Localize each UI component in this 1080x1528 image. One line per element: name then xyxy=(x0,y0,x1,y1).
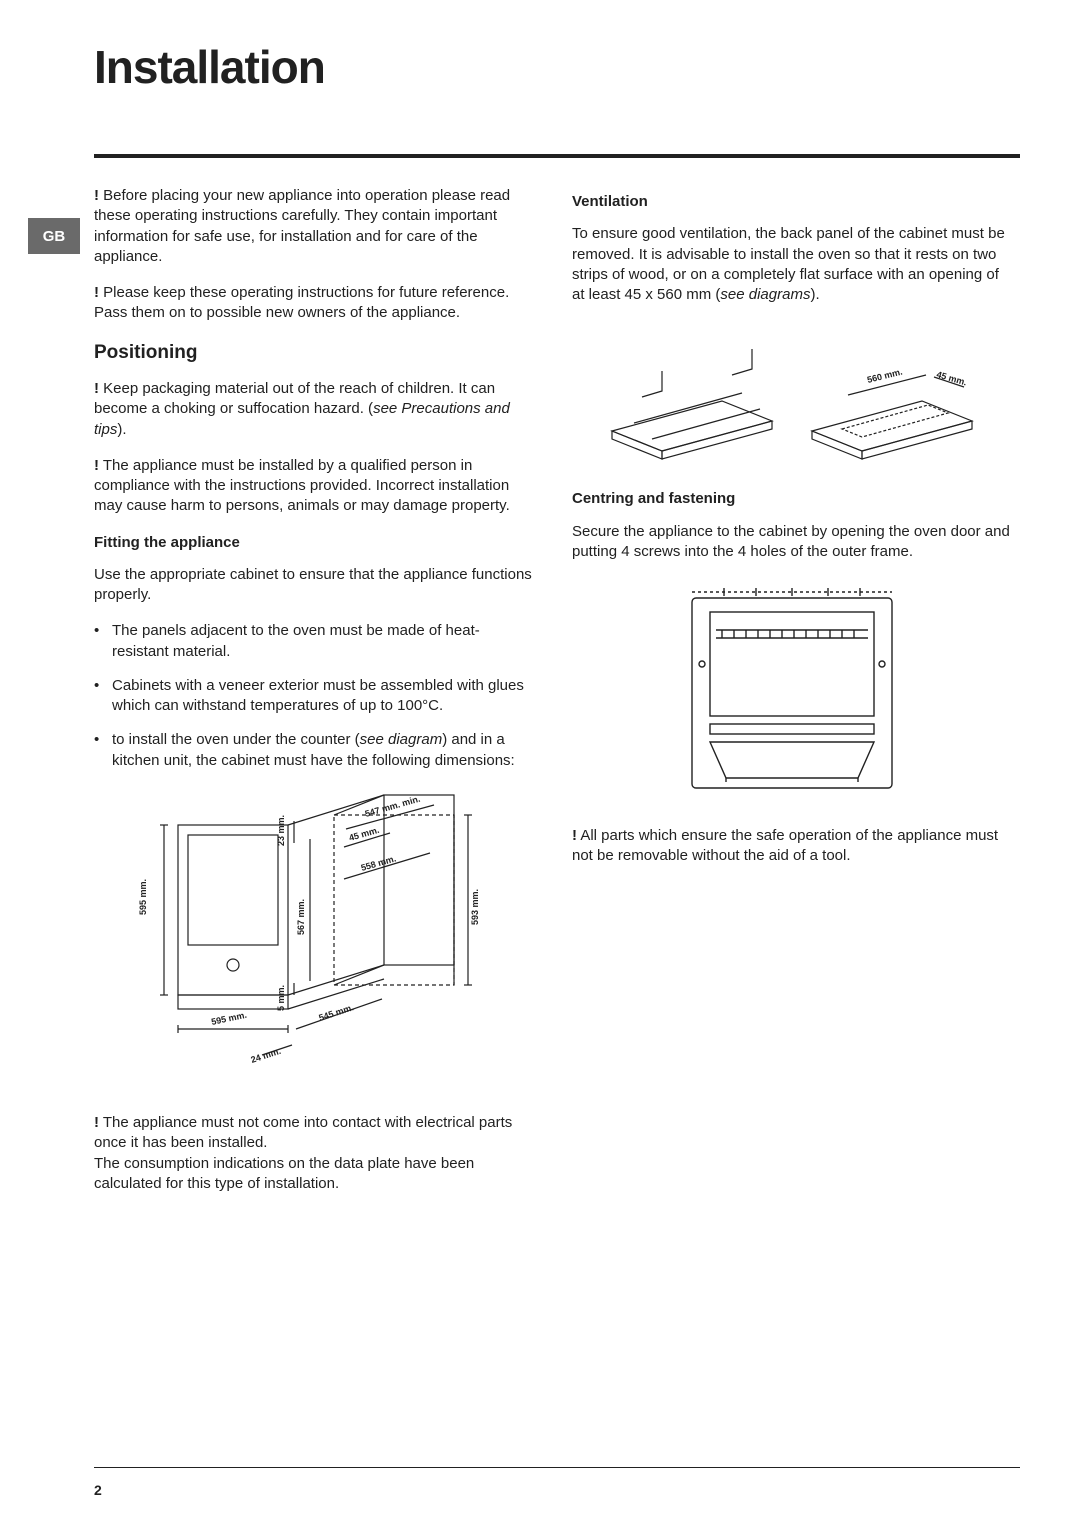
bullet-2: Cabinets with a veneer exterior must be … xyxy=(94,676,534,717)
centring-heading: Centring and fastening xyxy=(572,489,1012,509)
dim-593: 593 mm. xyxy=(470,889,480,925)
bullet-1: The panels adjacent to the oven must be … xyxy=(94,621,534,662)
page-number: 2 xyxy=(94,1482,102,1498)
fitting-paragraph: Use the appropriate cabinet to ensure th… xyxy=(94,565,534,606)
centring-diagram xyxy=(572,578,1012,808)
dim-595-left: 595 mm. xyxy=(138,879,148,915)
ventilation-diagrams: 560 mm. 45 mm. xyxy=(572,321,1012,471)
after-diagram-warning: ! The appliance must not come into conta… xyxy=(94,1093,534,1194)
final-warning: ! All parts which ensure the safe operat… xyxy=(572,826,1012,867)
dim-558: 558 mm. xyxy=(360,853,397,873)
dim-567: 567 mm. xyxy=(296,899,306,935)
fitting-heading: Fitting the appliance xyxy=(94,533,534,553)
cabinet-dimensions-diagram: 595 mm. 23 mm. 567 mm. 5 mm. 595 mm. 545… xyxy=(94,785,534,1075)
final-text: All parts which ensure the safe operatio… xyxy=(572,827,998,864)
intro-paragraph-2: ! Please keep these operating instructio… xyxy=(94,283,534,324)
dim-23: 23 mm. xyxy=(276,815,286,846)
ventilation-heading: Ventilation xyxy=(572,192,1012,212)
after-diagram-text: The appliance must not come into contact… xyxy=(94,1114,512,1192)
positioning-warning-2: ! The appliance must be installed by a q… xyxy=(94,456,534,517)
intro-paragraph-1: ! Before placing your new appliance into… xyxy=(94,186,534,267)
dim-595-bottom: 595 mm. xyxy=(210,1010,247,1027)
vent-text-b: ). xyxy=(810,286,819,303)
footer-rule xyxy=(94,1467,1020,1468)
bullet-3: to install the oven under the counter (s… xyxy=(94,730,534,771)
pos1-text-b: ). xyxy=(117,421,126,438)
ventilation-paragraph: To ensure good ventilation, the back pan… xyxy=(572,224,1012,305)
vent-italic: see diagrams xyxy=(720,286,810,303)
left-column: ! Before placing your new appliance into… xyxy=(94,186,534,1210)
fitting-bullets: The panels adjacent to the oven must be … xyxy=(94,621,534,771)
pos2-text: The appliance must be installed by a qua… xyxy=(94,457,510,515)
bullet3-italic: see diagram xyxy=(360,731,443,748)
right-column: Ventilation To ensure good ventilation, … xyxy=(572,186,1012,1210)
centring-paragraph: Secure the appliance to the cabinet by o… xyxy=(572,522,1012,563)
positioning-warning-1: ! Keep packaging material out of the rea… xyxy=(94,379,534,440)
horizontal-rule xyxy=(94,154,1020,158)
intro-text-2: Please keep these operating instructions… xyxy=(94,284,509,321)
dim-545: 545 mm. xyxy=(318,1002,355,1023)
page-title: Installation xyxy=(94,40,1020,94)
language-tab: GB xyxy=(28,218,80,254)
dim-24: 24 mm. xyxy=(250,1046,283,1065)
dim-5: 5 mm. xyxy=(276,985,286,1011)
vent-dim-45: 45 mm. xyxy=(935,370,968,388)
content-columns: ! Before placing your new appliance into… xyxy=(94,186,1020,1210)
positioning-heading: Positioning xyxy=(94,340,534,366)
intro-text-1: Before placing your new appliance into o… xyxy=(94,187,510,265)
bullet3-a: to install the oven under the counter ( xyxy=(112,731,360,748)
